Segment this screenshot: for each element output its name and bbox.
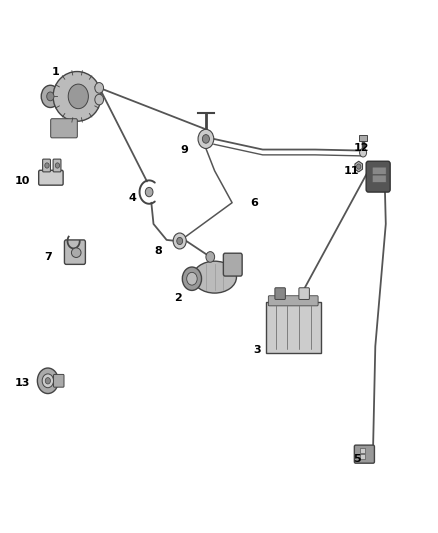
FancyBboxPatch shape [223, 253, 242, 276]
Circle shape [357, 164, 361, 169]
Circle shape [182, 267, 201, 290]
FancyBboxPatch shape [42, 159, 50, 172]
Text: 8: 8 [155, 246, 162, 255]
Text: 5: 5 [353, 454, 361, 464]
Circle shape [198, 130, 214, 149]
Circle shape [68, 84, 88, 109]
FancyBboxPatch shape [53, 159, 61, 172]
FancyBboxPatch shape [275, 288, 286, 300]
Text: 4: 4 [128, 193, 136, 204]
Text: 1: 1 [52, 68, 60, 77]
FancyBboxPatch shape [299, 288, 309, 300]
Text: 7: 7 [45, 253, 52, 262]
Ellipse shape [53, 71, 101, 121]
Circle shape [42, 374, 53, 387]
Circle shape [41, 85, 60, 108]
Circle shape [206, 252, 215, 262]
Text: 13: 13 [15, 378, 30, 389]
FancyBboxPatch shape [359, 135, 367, 141]
Text: 2: 2 [174, 293, 182, 303]
FancyBboxPatch shape [372, 175, 386, 182]
Text: 6: 6 [251, 198, 258, 208]
Text: 11: 11 [343, 166, 359, 176]
Circle shape [202, 135, 209, 143]
FancyBboxPatch shape [51, 119, 78, 138]
Circle shape [55, 163, 60, 168]
FancyBboxPatch shape [64, 240, 85, 264]
FancyBboxPatch shape [354, 445, 374, 463]
FancyBboxPatch shape [360, 448, 365, 453]
FancyBboxPatch shape [266, 302, 321, 353]
Circle shape [95, 83, 103, 93]
FancyBboxPatch shape [53, 374, 64, 387]
Circle shape [173, 233, 186, 249]
Text: 12: 12 [354, 143, 370, 154]
Text: 10: 10 [15, 176, 30, 187]
Circle shape [177, 237, 183, 245]
FancyBboxPatch shape [360, 454, 365, 459]
Text: 9: 9 [180, 144, 188, 155]
Circle shape [45, 163, 49, 168]
FancyBboxPatch shape [366, 161, 390, 192]
Ellipse shape [193, 261, 237, 293]
FancyBboxPatch shape [372, 167, 386, 174]
Text: 3: 3 [253, 345, 261, 356]
Circle shape [45, 377, 50, 384]
Circle shape [95, 94, 103, 105]
Polygon shape [355, 161, 363, 172]
Circle shape [187, 272, 197, 285]
Circle shape [37, 368, 58, 393]
Circle shape [360, 149, 367, 157]
Circle shape [145, 188, 153, 197]
Circle shape [47, 92, 54, 101]
Ellipse shape [71, 248, 81, 257]
FancyBboxPatch shape [39, 170, 63, 185]
FancyBboxPatch shape [268, 296, 318, 306]
